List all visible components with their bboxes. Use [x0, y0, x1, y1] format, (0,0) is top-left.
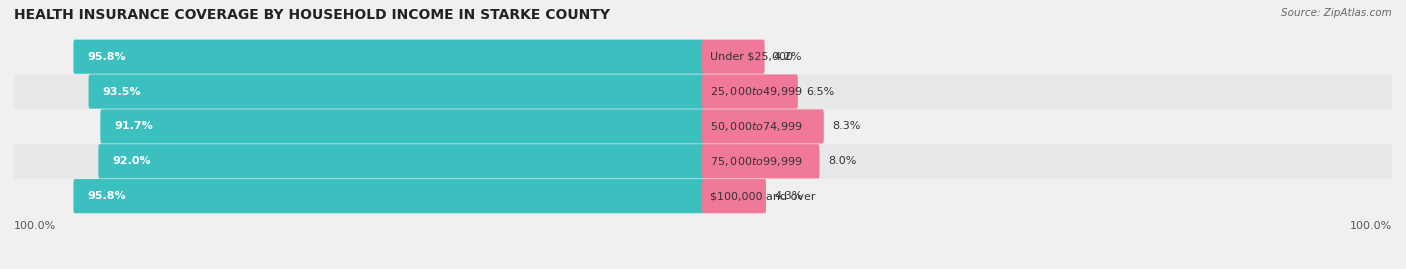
Text: 92.0%: 92.0% — [112, 156, 150, 166]
Text: 8.0%: 8.0% — [828, 156, 856, 166]
FancyBboxPatch shape — [73, 179, 704, 213]
Text: $25,000 to $49,999: $25,000 to $49,999 — [703, 85, 803, 98]
Text: 4.2%: 4.2% — [773, 52, 801, 62]
Text: 100.0%: 100.0% — [1350, 221, 1392, 231]
FancyBboxPatch shape — [702, 109, 824, 144]
Text: 91.7%: 91.7% — [114, 121, 153, 132]
Text: HEALTH INSURANCE COVERAGE BY HOUSEHOLD INCOME IN STARKE COUNTY: HEALTH INSURANCE COVERAGE BY HOUSEHOLD I… — [14, 8, 610, 22]
FancyBboxPatch shape — [14, 39, 1392, 74]
Text: Under $25,000: Under $25,000 — [703, 52, 793, 62]
FancyBboxPatch shape — [702, 75, 797, 109]
FancyBboxPatch shape — [14, 109, 1392, 144]
FancyBboxPatch shape — [100, 109, 704, 144]
Text: $100,000 and over: $100,000 and over — [703, 191, 815, 201]
FancyBboxPatch shape — [702, 40, 765, 74]
FancyBboxPatch shape — [89, 75, 704, 109]
Text: 95.8%: 95.8% — [87, 52, 127, 62]
FancyBboxPatch shape — [98, 144, 704, 178]
Text: 8.3%: 8.3% — [832, 121, 860, 132]
FancyBboxPatch shape — [702, 179, 766, 213]
Text: $50,000 to $74,999: $50,000 to $74,999 — [703, 120, 803, 133]
FancyBboxPatch shape — [702, 144, 820, 178]
FancyBboxPatch shape — [14, 144, 1392, 179]
FancyBboxPatch shape — [14, 179, 1392, 214]
FancyBboxPatch shape — [14, 74, 1392, 109]
Text: 6.5%: 6.5% — [807, 87, 835, 97]
Text: Source: ZipAtlas.com: Source: ZipAtlas.com — [1281, 8, 1392, 18]
FancyBboxPatch shape — [73, 40, 704, 74]
Text: 4.3%: 4.3% — [775, 191, 803, 201]
Text: 95.8%: 95.8% — [87, 191, 127, 201]
Text: 93.5%: 93.5% — [103, 87, 141, 97]
Text: 100.0%: 100.0% — [14, 221, 56, 231]
Text: $75,000 to $99,999: $75,000 to $99,999 — [703, 155, 803, 168]
